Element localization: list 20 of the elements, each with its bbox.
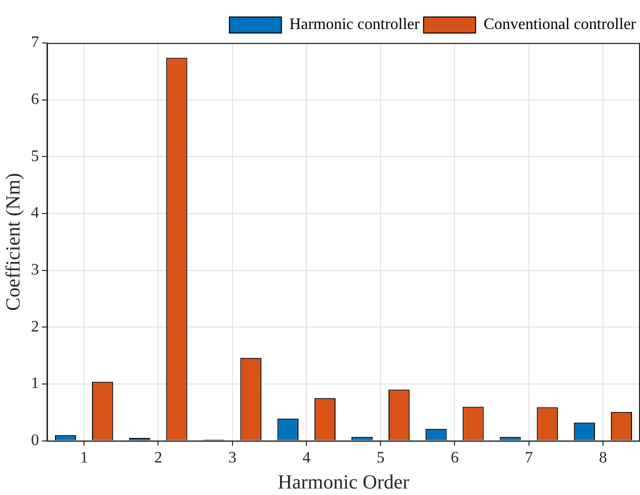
y-axis-title: Coefficient (Nm) bbox=[2, 172, 24, 311]
x-tick-label: 5 bbox=[376, 450, 385, 467]
legend-label: Conventional controller bbox=[484, 16, 637, 34]
y-tick-label: 5 bbox=[31, 148, 39, 165]
y-tick-label: 7 bbox=[31, 34, 39, 52]
y-tick-label: 1 bbox=[31, 375, 39, 392]
y-tick-label: 6 bbox=[31, 91, 39, 108]
y-tick-label: 4 bbox=[31, 204, 39, 222]
x-tick-label: 6 bbox=[450, 450, 459, 467]
x-tick-label: 2 bbox=[154, 450, 162, 467]
y-tick-label: 3 bbox=[31, 262, 39, 279]
x-tick-label: 1 bbox=[80, 450, 88, 467]
y-tick-label: 0 bbox=[31, 432, 39, 450]
legend-label: Harmonic controller bbox=[289, 16, 420, 34]
x-tick-label: 8 bbox=[598, 450, 607, 467]
y-tick-label: 2 bbox=[31, 318, 39, 336]
x-tick-label: 7 bbox=[524, 450, 533, 467]
x-tick-label: 4 bbox=[302, 450, 310, 467]
x-tick-label: 3 bbox=[228, 450, 236, 467]
x-axis-title: Harmonic Order bbox=[278, 471, 410, 494]
